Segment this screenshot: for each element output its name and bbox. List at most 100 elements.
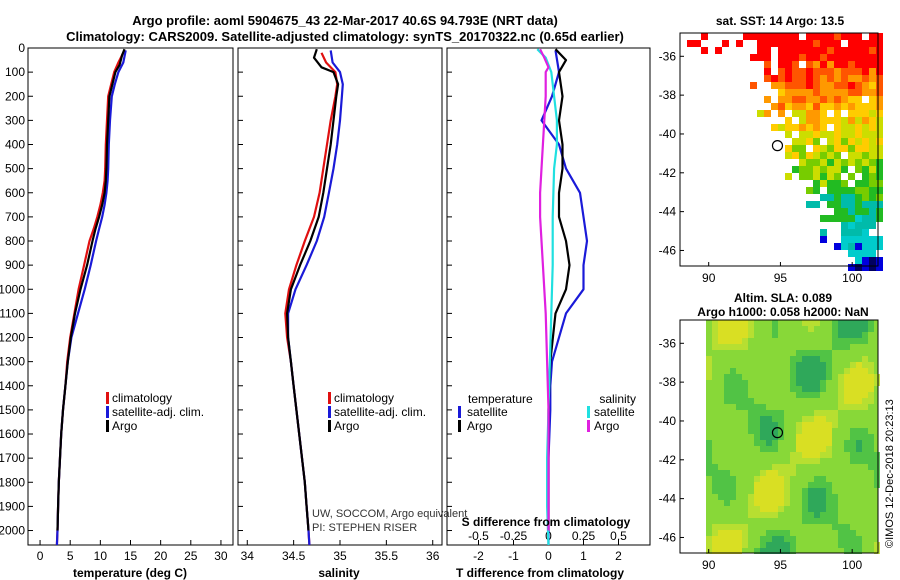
sla-cell [760, 416, 766, 422]
sla-cell [844, 524, 850, 530]
depth-tick-label: 400 [5, 138, 25, 152]
sst-cell [876, 110, 883, 117]
sla-cell [826, 356, 832, 362]
sst-cell [834, 61, 841, 68]
sla-cell [784, 530, 790, 536]
sla-cell [802, 518, 808, 524]
sla-cell [754, 404, 760, 410]
sla-cell [754, 440, 760, 446]
sla-cell [802, 422, 808, 428]
sst-cell [785, 61, 792, 68]
sst-cell [862, 236, 869, 243]
sla-cell [814, 500, 820, 506]
sst-cell [862, 243, 869, 250]
sla-cell [820, 380, 826, 386]
sst-cell [869, 47, 876, 54]
sla-cell [796, 440, 802, 446]
sst-cell [876, 54, 883, 61]
sla-cell [868, 362, 874, 368]
sla-cell [814, 428, 820, 434]
sla-cell [730, 488, 736, 494]
sla-cell [832, 338, 838, 344]
sla-cell [850, 386, 856, 392]
sla-cell [850, 320, 856, 326]
sst-cell [771, 33, 778, 40]
sst-cell [862, 159, 869, 166]
sla-cell [814, 362, 820, 368]
sla-cell [796, 446, 802, 452]
sla-cell [772, 494, 778, 500]
sla-cell [838, 524, 844, 530]
map-y-tick-label: -44 [659, 205, 677, 219]
sla-cell [862, 374, 868, 380]
sla-cell [820, 350, 826, 356]
sla-cell [736, 326, 742, 332]
sla-cell [766, 476, 772, 482]
sst-cell [792, 124, 799, 131]
sla-cell [730, 368, 736, 374]
sla-cell [712, 344, 718, 350]
sla-cell [808, 392, 814, 398]
sla-cell [772, 464, 778, 470]
sla-cell [730, 344, 736, 350]
sst-cell [869, 61, 876, 68]
sla-cell [802, 392, 808, 398]
sst-cell [820, 131, 827, 138]
sla-cell [718, 536, 724, 542]
sla-cell [802, 356, 808, 362]
sst-cell [764, 54, 771, 61]
sla-cell [802, 512, 808, 518]
sst-cell [820, 96, 827, 103]
sst-cell [827, 194, 834, 201]
sst-cell [862, 117, 869, 124]
sla-cell [778, 536, 784, 542]
sst-cell [701, 33, 708, 40]
sla-cell [766, 434, 772, 440]
sla-cell [802, 320, 808, 326]
sst-cell [778, 33, 785, 40]
sst-cell [750, 33, 757, 40]
sst-cell [834, 96, 841, 103]
sst-cell [876, 138, 883, 145]
sla-cell [844, 344, 850, 350]
sst-cell [841, 138, 848, 145]
sst-cell [862, 215, 869, 222]
sst-cell [820, 173, 827, 180]
sst-cell [869, 215, 876, 222]
sst-cell [827, 152, 834, 159]
sla-cell [820, 362, 826, 368]
legend-swatch-t-argo [458, 420, 461, 432]
depth-tick-label: 1400 [0, 379, 25, 393]
sla-cell [850, 404, 856, 410]
sst-cell [806, 166, 813, 173]
sla-cell [754, 428, 760, 434]
x-tick-label: -2 [473, 549, 484, 563]
sla-cell [826, 350, 832, 356]
sla-cell [814, 518, 820, 524]
sla-cell [850, 398, 856, 404]
sla-cell [838, 536, 844, 542]
sst-map [687, 33, 883, 271]
sla-cell [742, 536, 748, 542]
sst-cell [848, 138, 855, 145]
sst-cell [778, 82, 785, 89]
sst-cell [848, 33, 855, 40]
sla-cell [784, 548, 790, 554]
sst-map-title: sat. SST: 14 Argo: 13.5 [716, 14, 845, 28]
sst-cell [771, 82, 778, 89]
sla-cell [796, 422, 802, 428]
sla-cell [766, 470, 772, 476]
sla-cell [802, 488, 808, 494]
sst-cell [841, 229, 848, 236]
legend-swatch-satellite [328, 406, 331, 418]
sst-cell [869, 145, 876, 152]
sla-cell [850, 392, 856, 398]
sla-cell [814, 410, 820, 416]
sst-cell [834, 173, 841, 180]
sst-cell [869, 138, 876, 145]
sst-cell [806, 54, 813, 61]
sla-cell [856, 446, 862, 452]
sla-cell [808, 440, 814, 446]
sla-cell [868, 464, 874, 470]
sla-cell [724, 344, 730, 350]
